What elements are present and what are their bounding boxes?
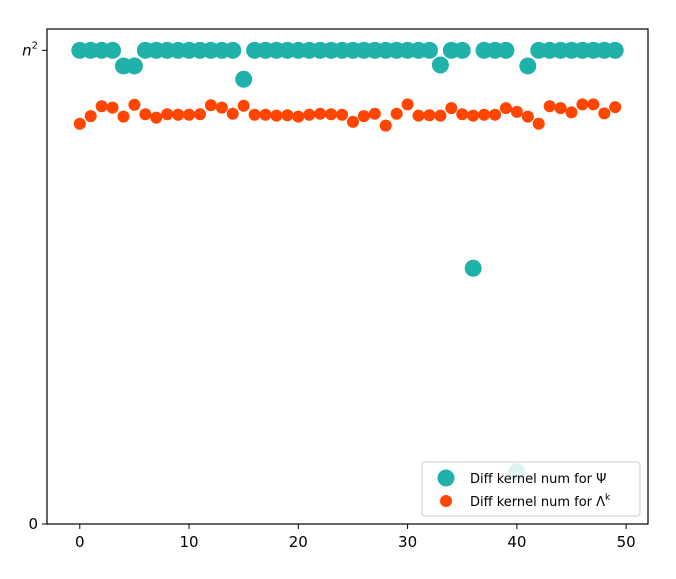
series-1-point	[543, 100, 556, 113]
series-1-point	[379, 119, 392, 132]
series-1-point	[193, 108, 206, 121]
series-1-point	[467, 109, 480, 122]
series-1-point	[215, 101, 228, 114]
series-1-point	[248, 108, 261, 121]
series-1-point	[204, 99, 217, 112]
series-1-point	[183, 108, 196, 121]
series-1-point	[565, 106, 578, 119]
series-1-point	[117, 110, 130, 123]
series-1-point	[270, 109, 283, 122]
legend-label-lambda-sup: k	[605, 493, 611, 503]
x-tick-label: 10	[180, 533, 199, 551]
x-tick-label: 0	[75, 533, 85, 551]
series-1-point	[554, 102, 567, 115]
series-1-point	[521, 110, 534, 123]
series-1-point	[423, 109, 436, 122]
legend: Diff kernel num for Ψ Diff kernel num fo…	[421, 461, 641, 517]
series-1-point	[434, 109, 447, 122]
series-1-point	[609, 101, 622, 114]
series-0-point	[125, 57, 143, 75]
series-1-point	[532, 117, 545, 130]
series-1-point	[510, 105, 523, 118]
series-0-point	[497, 41, 515, 59]
series-1-point	[259, 108, 272, 121]
series-0-point	[104, 41, 122, 59]
y-tick-label: 0	[28, 515, 38, 533]
series-1-point	[226, 107, 239, 120]
series-1-point	[161, 108, 174, 121]
series-1-point	[292, 110, 305, 123]
series-0-point	[431, 56, 449, 74]
series-0-point	[235, 70, 253, 88]
x-tick-label: 50	[617, 533, 636, 551]
series-1-point	[336, 108, 349, 121]
series-1-point	[346, 115, 359, 128]
x-tick-label: 20	[289, 533, 308, 551]
series-1-point	[95, 100, 108, 113]
series-1-point	[587, 98, 600, 111]
legend-label-lambda: Diff kernel num for Λk	[470, 493, 611, 510]
legend-box	[421, 461, 641, 517]
series-1-point	[281, 109, 294, 122]
series-1-point	[106, 101, 119, 114]
x-tick-label: 30	[398, 533, 417, 551]
series-0-point	[519, 57, 537, 75]
series-1-point	[73, 117, 86, 130]
series-1-point	[357, 110, 370, 123]
y-axis: 0 n2	[22, 40, 47, 533]
series-1-point	[314, 107, 327, 120]
series-1-point	[445, 102, 458, 115]
series-1-point	[237, 99, 250, 112]
series-1-point	[489, 108, 502, 121]
x-axis: 0 10 20 30 40 50	[75, 524, 636, 551]
legend-label-psi: Diff kernel num for Ψ	[470, 472, 606, 487]
series-1-point	[412, 109, 425, 122]
series-1-point	[172, 108, 185, 121]
series-0-point	[420, 41, 438, 59]
series-1-point	[499, 102, 512, 115]
series-1-point	[128, 98, 141, 111]
series-1-point	[478, 108, 491, 121]
series-1-point	[456, 108, 469, 121]
series-1-point	[576, 98, 589, 111]
series-0-point	[464, 259, 482, 277]
series-1-point	[303, 108, 316, 121]
series-1-point	[390, 107, 403, 120]
series-0-point	[224, 41, 242, 59]
series-1-point	[325, 108, 338, 121]
legend-marker-psi	[437, 469, 455, 487]
series-1-point	[368, 107, 381, 120]
series-1-point	[139, 108, 152, 121]
series-1-point	[598, 107, 611, 120]
legend-label-psi-main: Diff kernel num for Ψ	[470, 472, 606, 487]
plot-marks	[71, 41, 624, 481]
series-1-point	[401, 98, 414, 111]
series-0-point	[606, 41, 624, 59]
series-0-point	[453, 41, 471, 59]
plot-frame	[46, 28, 649, 525]
legend-label-lambda-main: Diff kernel num for Λ	[470, 495, 605, 510]
legend-marker-lambda	[440, 495, 452, 507]
series-1-point	[150, 111, 163, 124]
x-tick-label: 40	[507, 533, 526, 551]
series-1-point	[84, 110, 97, 123]
y-tick-label: n2	[22, 40, 38, 59]
